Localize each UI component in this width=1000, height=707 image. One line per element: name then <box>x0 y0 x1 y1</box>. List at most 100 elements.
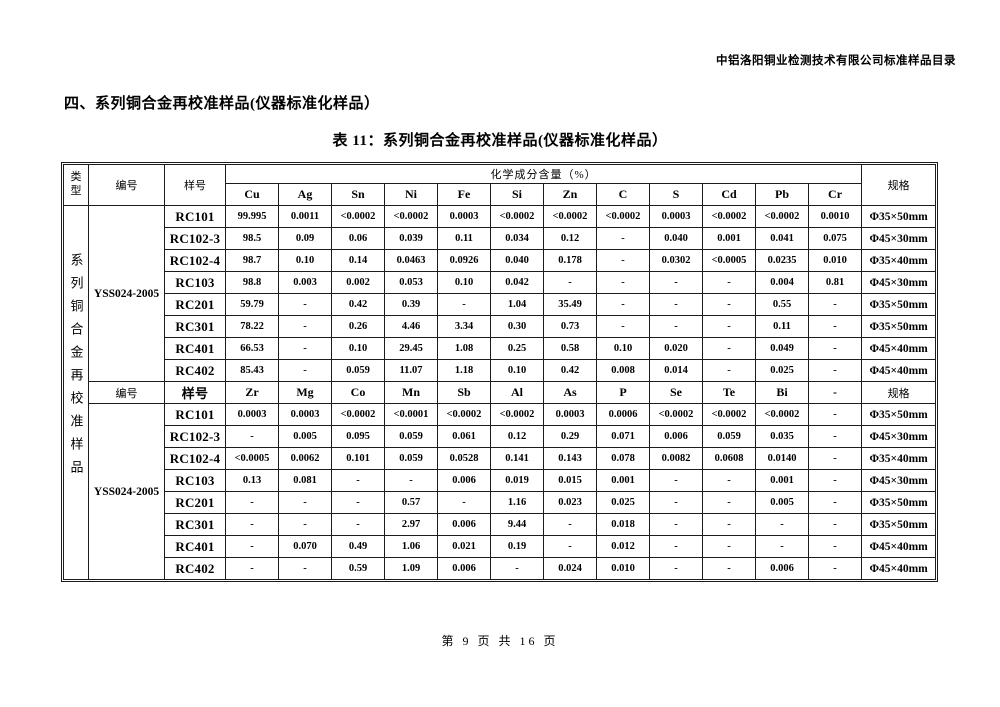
value-cell: <0.0002 <box>596 205 650 228</box>
value-cell: 0.0003 <box>543 403 597 426</box>
value-cell: - <box>437 293 491 316</box>
value-cell: - <box>755 535 809 558</box>
table-title: 表 11：系列铜合金再校准样品(仪器标准化样品） <box>332 133 668 149</box>
doc-header: 中铝洛阳铜业检测技术有限公司标准样品目录 <box>716 55 956 67</box>
value-cell: 0.006 <box>649 425 703 448</box>
sample-id-cell: RC101 <box>164 205 226 228</box>
value-cell: <0.0005 <box>225 447 279 470</box>
value-cell: 0.020 <box>649 337 703 360</box>
value-cell: - <box>807 293 863 316</box>
value-cell: 0.26 <box>331 315 385 338</box>
value-cell: 29.45 <box>384 337 438 360</box>
value-cell: - <box>543 271 597 294</box>
value-cell: - <box>807 447 863 470</box>
table-row: YSS024-2005 RC101 0.0003 0.0003 <0.0002 <0.00… <box>64 403 937 580</box>
value-cell: 0.019 <box>490 469 544 492</box>
element-header: Mg <box>278 381 332 404</box>
code-cell: YSS024-2005 <box>88 205 165 382</box>
value-cell: 0.0003 <box>278 403 332 426</box>
value-cell: 0.0006 <box>596 403 650 426</box>
element-header: Sn <box>331 183 385 206</box>
value-cell: - <box>702 315 756 338</box>
col-header-type-label: 类型 <box>70 171 82 197</box>
col-header-composition: 化学成分含量（%） <box>224 164 863 184</box>
value-cell: - <box>649 293 703 316</box>
value-cell: 0.42 <box>331 293 385 316</box>
value-cell: 0.0010 <box>807 205 863 228</box>
section-heading: 四、系列铜合金再校准样品(仪器标准化样品） <box>64 96 380 112</box>
value-cell: 0.0926 <box>437 249 491 272</box>
code-cell: YSS024-2005 <box>88 403 165 580</box>
value-cell: <0.0002 <box>437 403 491 426</box>
spec-cell: Φ35×50mm <box>861 491 937 514</box>
spec-cell: Φ45×40mm <box>861 359 937 382</box>
value-cell: - <box>807 491 863 514</box>
value-cell: <0.0002 <box>490 205 544 228</box>
value-cell: - <box>755 513 809 536</box>
col-header-type: 类型 <box>63 164 89 206</box>
value-cell: <0.0002 <box>331 403 385 426</box>
value-cell: - <box>702 359 756 382</box>
spec-cell: Φ45×30mm <box>861 425 937 448</box>
table-row: RC102-3 98.5 0.09 0.06 0.039 0.11 0.034 0.12-0.… <box>64 227 937 250</box>
element-header: Se <box>649 381 703 404</box>
element-header: Ag <box>278 183 332 206</box>
value-cell: - <box>543 535 597 558</box>
table-row: RC401 66.53-0.10 29.45 1.08 0.25 0.58 0.10 0.02… <box>64 337 937 360</box>
value-cell: 0.049 <box>755 337 809 360</box>
value-cell: 0.059 <box>384 425 438 448</box>
value-cell: 0.001 <box>755 469 809 492</box>
value-cell: <0.0002 <box>490 403 544 426</box>
type-column-cell: 系列铜合金再校准样品 <box>63 205 89 580</box>
element-header: C <box>596 183 650 206</box>
value-cell: - <box>225 513 279 536</box>
section-divider-row: 编号 样号 Zr Mg Co Mn Sb Al As P Se Te Bi - 规格 <box>64 381 937 404</box>
value-cell: 35.49 <box>543 293 597 316</box>
value-cell: <0.0002 <box>384 205 438 228</box>
divider-spec-header: 规格 <box>861 381 937 404</box>
table-row: RC201 59.79-0.42 0.39-1.04 35.49- - -0.55- Φ35… <box>64 293 937 316</box>
value-cell: 0.015 <box>543 469 597 492</box>
value-cell: - <box>596 315 650 338</box>
value-cell: - <box>807 425 863 448</box>
element-header: Pb <box>755 183 809 206</box>
value-cell: - <box>807 557 863 580</box>
samples-table: 类型 编号 样号 化学成分含量（%） 规格 Cu Ag Sn Ni Fe Si Zn C S Cd… <box>63 164 937 580</box>
value-cell: 0.0235 <box>755 249 809 272</box>
spec-cell: Φ35×50mm <box>861 513 937 536</box>
value-cell: 0.55 <box>755 293 809 316</box>
sample-id-cell: RC401 <box>164 535 226 558</box>
value-cell: 0.024 <box>543 557 597 580</box>
value-cell: 85.43 <box>225 359 279 382</box>
table-row: 系列铜合金再校准样品 YSS024-2005 RC101 99.995 0.0011 <0… <box>63 205 937 580</box>
value-cell: - <box>278 491 332 514</box>
value-cell: - <box>702 557 756 580</box>
value-cell: - <box>807 359 863 382</box>
type-vertical-label: 系列铜合金再校准样品 <box>68 253 84 483</box>
value-cell: 0.11 <box>755 315 809 338</box>
value-cell: 0.010 <box>807 249 863 272</box>
sample-id-cell: RC101 <box>164 403 226 426</box>
value-cell: 0.0140 <box>755 447 809 470</box>
value-cell: 78.22 <box>225 315 279 338</box>
value-cell: 0.10 <box>490 359 544 382</box>
spec-cell: Φ35×50mm <box>861 315 937 338</box>
spec-cell: Φ35×50mm <box>861 205 937 228</box>
value-cell: 0.12 <box>490 425 544 448</box>
value-cell: 0.059 <box>702 425 756 448</box>
element-header: Zr <box>225 381 279 404</box>
table-header-row-1: 类型 编号 样号 化学成分含量（%） 规格 <box>63 164 937 206</box>
value-cell: 0.0003 <box>649 205 703 228</box>
element-header: Cd <box>702 183 756 206</box>
value-cell: 0.11 <box>437 227 491 250</box>
spec-cell: Φ45×40mm <box>861 535 937 558</box>
element-header: Fe <box>437 183 491 206</box>
table-row: RC103 98.8 0.003 0.002 0.053 0.10 0.042- - - -0.0… <box>64 271 937 294</box>
value-cell: 0.19 <box>490 535 544 558</box>
spec-cell: Φ35×50mm <box>861 403 937 426</box>
value-cell: 0.0082 <box>649 447 703 470</box>
value-cell: 0.57 <box>384 491 438 514</box>
value-cell: <0.0001 <box>384 403 438 426</box>
element-header: P <box>596 381 650 404</box>
value-cell: 0.023 <box>543 491 597 514</box>
